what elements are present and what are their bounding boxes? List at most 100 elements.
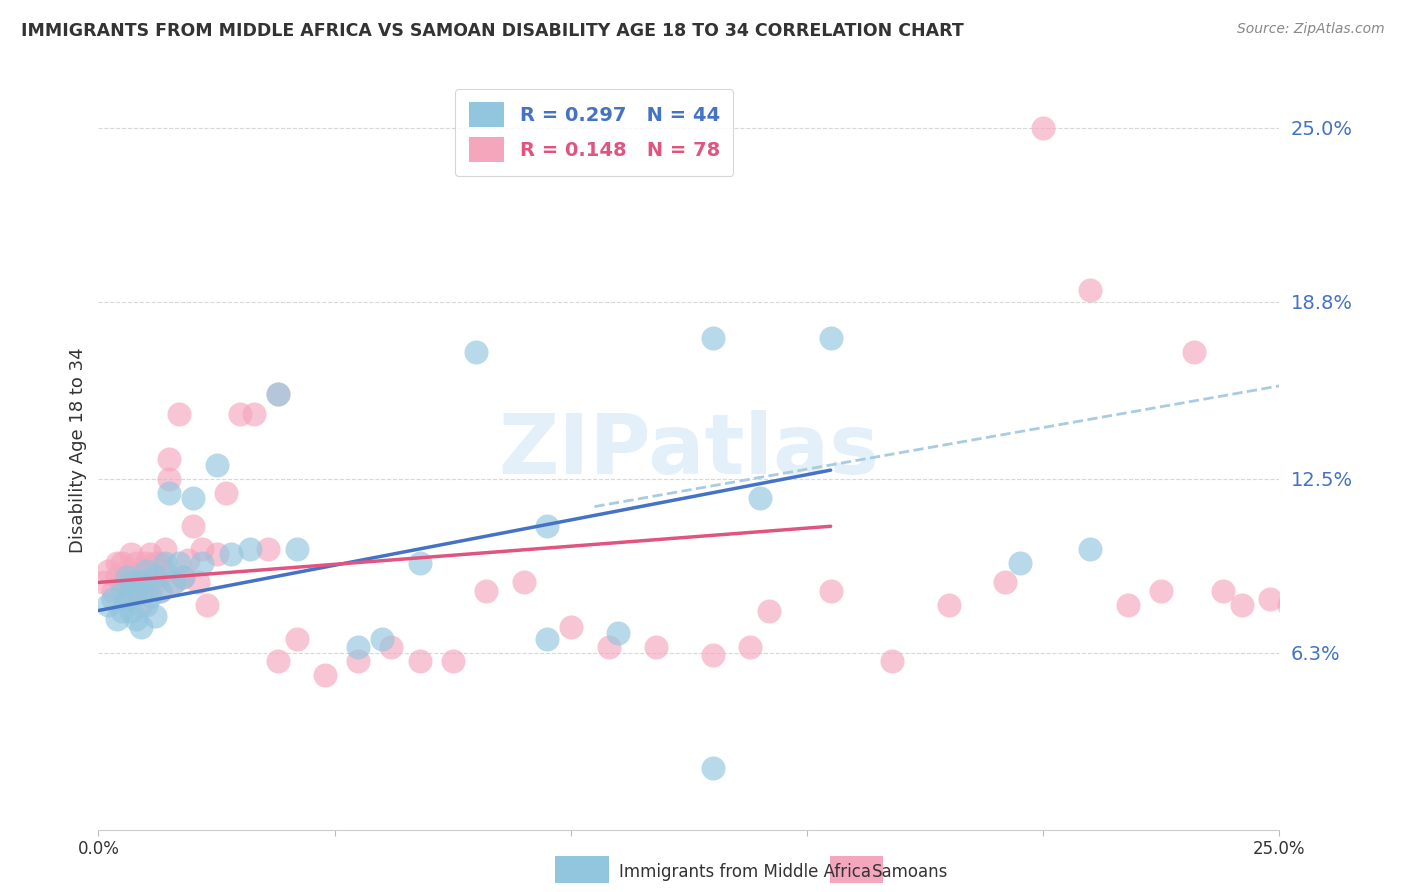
Point <box>644 640 666 654</box>
Point <box>139 590 162 604</box>
Point <box>115 570 138 584</box>
Point <box>143 570 166 584</box>
Text: Immigrants from Middle Africa: Immigrants from Middle Africa <box>619 863 870 881</box>
Point <box>1324 592 1347 607</box>
Point <box>129 620 152 634</box>
Point <box>239 541 262 556</box>
Point <box>938 598 960 612</box>
Point <box>1339 598 1361 612</box>
Point <box>153 541 176 556</box>
Point <box>115 592 138 607</box>
Point <box>314 668 336 682</box>
Point <box>125 612 148 626</box>
Point <box>215 485 238 500</box>
Point <box>1386 598 1406 612</box>
Point <box>598 640 620 654</box>
Text: Samoans: Samoans <box>872 863 948 881</box>
Point <box>101 592 124 607</box>
Point <box>111 603 134 617</box>
Point <box>135 598 157 612</box>
Point <box>820 583 842 598</box>
Point <box>135 556 157 570</box>
Point <box>177 553 200 567</box>
Point <box>475 583 498 598</box>
Point <box>105 570 128 584</box>
Point <box>121 547 143 561</box>
Point <box>129 598 152 612</box>
Point <box>172 570 194 584</box>
Point <box>1353 598 1375 612</box>
Point <box>1292 583 1315 598</box>
Point <box>181 519 204 533</box>
Point <box>181 491 204 506</box>
Point <box>1008 556 1031 570</box>
Point <box>560 620 582 634</box>
Point <box>167 556 190 570</box>
Point <box>191 556 214 570</box>
Point <box>1080 284 1102 298</box>
Point <box>994 575 1017 590</box>
Point <box>205 458 228 472</box>
Legend: R = 0.297   N = 44, R = 0.148   N = 78: R = 0.297 N = 44, R = 0.148 N = 78 <box>456 88 734 176</box>
Point <box>371 632 394 646</box>
Point <box>1278 598 1301 612</box>
Point <box>149 583 172 598</box>
Point <box>115 564 138 578</box>
Point <box>257 541 280 556</box>
Text: Source: ZipAtlas.com: Source: ZipAtlas.com <box>1237 22 1385 37</box>
Point <box>143 575 166 590</box>
Point <box>512 575 534 590</box>
Point <box>219 547 242 561</box>
Point <box>380 640 402 654</box>
Point <box>267 387 290 401</box>
Point <box>408 654 430 668</box>
Point <box>97 598 120 612</box>
Point <box>125 583 148 598</box>
Point <box>139 547 162 561</box>
Point <box>153 556 176 570</box>
Point <box>91 575 114 590</box>
Point <box>163 575 186 590</box>
Point <box>758 603 780 617</box>
Point <box>702 761 724 775</box>
Point <box>607 626 630 640</box>
Point <box>111 575 134 590</box>
Point <box>135 583 157 598</box>
Point <box>125 583 148 598</box>
Point <box>105 556 128 570</box>
Point <box>157 471 180 485</box>
Point <box>1150 583 1173 598</box>
Point <box>229 407 252 421</box>
Point <box>167 407 190 421</box>
Point <box>149 556 172 570</box>
Point <box>1230 598 1253 612</box>
Point <box>191 541 214 556</box>
Point <box>702 331 724 345</box>
Point <box>347 640 370 654</box>
Point <box>163 575 186 590</box>
Point <box>149 583 172 598</box>
Point <box>129 575 152 590</box>
Point <box>143 609 166 624</box>
Point <box>1306 598 1329 612</box>
Point <box>157 451 180 466</box>
Point <box>97 564 120 578</box>
Point <box>153 564 176 578</box>
Point <box>267 654 290 668</box>
Point <box>195 598 218 612</box>
Point <box>135 564 157 578</box>
Point <box>121 575 143 590</box>
Point <box>285 541 308 556</box>
Point <box>536 519 558 533</box>
Point <box>115 592 138 607</box>
Point <box>740 640 762 654</box>
Point <box>143 556 166 570</box>
Point <box>408 556 430 570</box>
Point <box>465 345 488 359</box>
Point <box>125 556 148 570</box>
Point <box>880 654 903 668</box>
Point <box>536 632 558 646</box>
Point <box>820 331 842 345</box>
Point <box>441 654 464 668</box>
Text: IMMIGRANTS FROM MIDDLE AFRICA VS SAMOAN DISABILITY AGE 18 TO 34 CORRELATION CHAR: IMMIGRANTS FROM MIDDLE AFRICA VS SAMOAN … <box>21 22 965 40</box>
